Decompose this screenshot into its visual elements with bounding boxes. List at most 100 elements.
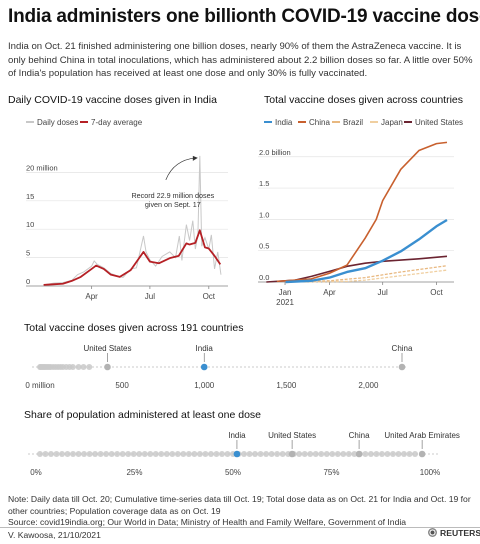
share-dot [218,451,225,457]
series-seven-day-average [43,229,222,286]
share-dot [86,451,93,457]
share-dot [301,451,308,457]
share-dot [97,451,104,457]
y-tick-label: 0.0 [259,273,269,282]
countries-x-tick-label: 1,000 [194,381,215,390]
share-dot [246,451,253,457]
share-dot [318,451,325,457]
annotation-line-2: given on Sept. 17 [145,200,201,209]
share-highlight-label: United Arab Emirates [384,431,460,440]
countries-highlight-label: China [392,344,413,353]
share-dot [125,451,132,457]
legend-label: China [309,118,330,127]
y-tick-label: 15 [26,192,34,201]
share-dot [174,451,181,457]
share-dot [130,451,137,457]
share-dot [108,451,115,457]
x-tick-label: Oct [203,292,216,301]
share-dot [263,451,270,457]
share-dot [152,451,159,457]
share-dot [373,451,380,457]
share-dot [36,451,43,457]
countries-highlight-label: India [196,344,214,353]
share-highlight-dot [288,450,296,458]
share-dot [367,451,374,457]
share-dot [64,451,71,457]
share-dot [141,451,148,457]
legend-label: India [275,118,293,127]
countries-highlight-label: United States [83,344,131,353]
share-dot [329,451,336,457]
page-title: India administers one billionth COVID-19… [8,6,480,27]
share-dot [207,451,214,457]
share-highlight-label: India [228,431,246,440]
footnote-source: Source: covid19india.org; Our World in D… [8,517,407,527]
share-dot [180,451,187,457]
x-tick-label: Jan [279,288,292,297]
y-tick-label: 1.0 [259,210,269,219]
share-dot [169,451,176,457]
reuters-logo-text: REUTERS [440,528,480,538]
share-dot [395,451,402,457]
share-dot [59,451,66,457]
share-dot [185,451,192,457]
share-dot [268,451,275,457]
legend-label-daily: Daily doses [37,118,78,127]
share-chart-title: Share of population administered at leas… [24,409,261,421]
share-dot [147,451,154,457]
countries-x-tick-label: 2,000 [358,381,379,390]
share-dot [119,451,126,457]
x-tick-label: Jul [378,288,388,297]
share-dot [345,451,352,457]
share-dot [92,451,99,457]
countries-x-tick-label: 1,500 [276,381,297,390]
total-doses-chart: India China Brazil Japan United States 0.0 0.5… [258,118,463,307]
share-dot [389,451,396,457]
share-dot [53,451,60,457]
share-dot [136,451,143,457]
series-japan [304,269,448,283]
share-highlight-dot [233,450,241,458]
share-dot [191,451,198,457]
y-tick-label: 0 [26,277,30,286]
y-tick-label: 2.0 billion [259,148,291,157]
y-tick-label: 1.5 [259,179,269,188]
share-highlight-label: China [349,431,370,440]
countries-dot [86,364,93,370]
share-dot [307,451,314,457]
share-x-tick-label: 50% [225,468,241,477]
legend-label-avg: 7-day average [91,118,143,127]
countries-dot [69,364,76,370]
y-tick-label: 0.5 [259,242,269,251]
countries-x-tick-label: 0 million [25,381,54,390]
daily-doses-chart: Daily doses 7-day average 0 5 10 15 20 million… [26,118,228,301]
series-united-states [266,255,448,283]
countries-highlight-dot [398,363,406,371]
share-x-tick-label: 0% [30,468,42,477]
share-dot [362,451,369,457]
daily-chart-title: Daily COVID-19 vaccine doses given in In… [8,94,217,106]
legend-label: Brazil [343,118,363,127]
footnote-note: Note: Daily data till Oct. 20; Cumulativ… [8,494,471,516]
share-dot [340,451,347,457]
share-x-tick-label: 100% [420,468,440,477]
share-dot [351,451,358,457]
share-dot [279,451,286,457]
share-highlight-dot [418,450,426,458]
annotation-arrowhead [192,155,198,161]
x-tick-label: Apr [85,292,98,301]
share-dot [241,451,248,457]
countries-x-tick-label: 500 [115,381,129,390]
share-dot [103,451,110,457]
annotation-arrow [165,157,196,181]
page-subtitle: India on Oct. 21 finished administering … [8,41,473,79]
series-china [276,141,448,283]
series-india [285,218,448,284]
share-dot [400,451,407,457]
share-dot [257,451,264,457]
share-dot [323,451,330,457]
legend-label: Japan [381,118,403,127]
share-dot [163,451,170,457]
share-highlight-label: United States [268,431,316,440]
x-tick-label-year: 2021 [276,298,294,307]
